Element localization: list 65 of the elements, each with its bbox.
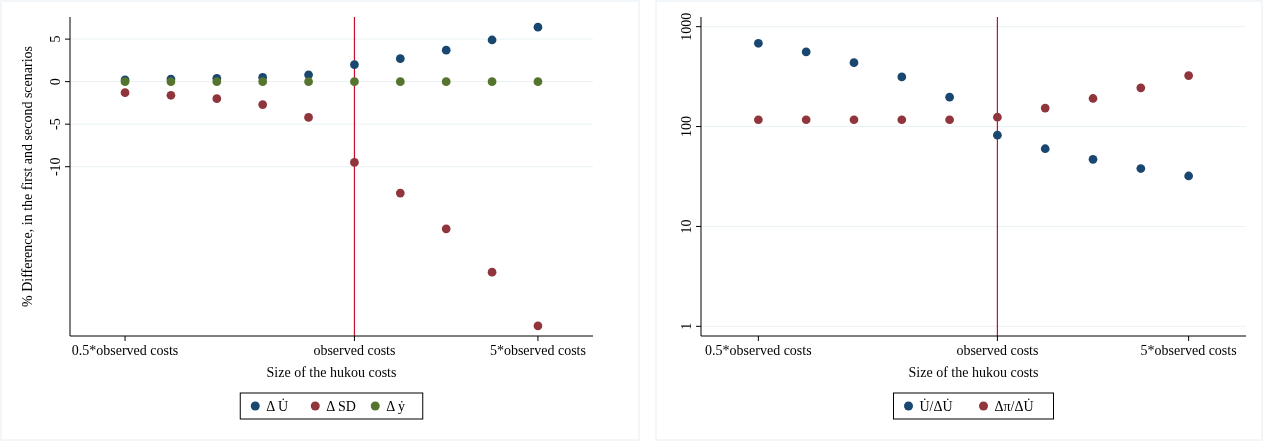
point — [1088, 94, 1098, 103]
point — [754, 38, 763, 48]
y-tick-label: -10 — [48, 157, 63, 177]
y-tick-label: 1 — [679, 322, 694, 330]
y-axis-title: % Difference, in the first and second scenarios — [20, 46, 35, 307]
point — [1184, 171, 1193, 181]
point — [441, 77, 451, 87]
legend-label: Δ SD — [326, 399, 356, 414]
x-tick-label: 0.5*observed costs — [71, 343, 179, 358]
point — [304, 113, 313, 122]
point — [395, 54, 405, 64]
point — [945, 115, 954, 125]
point — [441, 224, 451, 234]
point — [487, 77, 497, 87]
point — [350, 158, 359, 167]
point — [1040, 103, 1050, 113]
point — [897, 115, 907, 125]
point — [849, 115, 859, 125]
x-tick-label: observed costs — [313, 343, 396, 358]
point — [120, 88, 130, 98]
y-tick-label: 1000 — [679, 12, 694, 41]
point — [395, 188, 405, 198]
point — [350, 60, 359, 69]
point — [801, 115, 811, 125]
point — [395, 77, 405, 87]
point — [754, 115, 763, 125]
point — [487, 35, 497, 45]
y-tick-label: 100 — [679, 116, 694, 138]
point — [533, 77, 543, 87]
point — [897, 72, 907, 82]
point — [533, 321, 543, 331]
legend-label: Δ ẏ — [386, 399, 405, 414]
y-tick-label: 0 — [48, 78, 63, 86]
x-axis-title: Size of the hukou costs — [266, 365, 397, 380]
point — [212, 77, 222, 87]
point — [1088, 154, 1098, 164]
point — [993, 130, 1002, 140]
x-tick-label: 0.5*observed costs — [705, 343, 812, 358]
point — [258, 77, 268, 87]
y-tick-label: 10 — [679, 219, 694, 234]
point — [304, 77, 313, 87]
point — [1136, 164, 1146, 173]
point — [258, 100, 268, 109]
point — [849, 58, 859, 68]
point — [533, 22, 543, 32]
point — [487, 267, 497, 277]
point — [441, 45, 451, 55]
point — [350, 77, 359, 87]
point — [1040, 144, 1050, 154]
legend-label: Δ U̇ — [266, 398, 289, 414]
legend-label: U̇/ΔU̇ — [919, 398, 953, 414]
point — [1184, 71, 1193, 80]
x-tick-label: 5*observed costs — [1140, 343, 1237, 358]
legend-label: Δπ/ΔU̇ — [994, 398, 1034, 414]
point — [945, 92, 954, 102]
point — [166, 90, 176, 100]
point — [993, 112, 1002, 122]
y-tick-label: -5 — [48, 118, 63, 131]
point — [1136, 83, 1146, 93]
x-tick-label: observed costs — [956, 343, 1039, 358]
point — [801, 47, 811, 57]
x-axis-title: Size of the hukou costs — [908, 365, 1039, 380]
point — [212, 94, 222, 104]
y-tick-label: 5 — [48, 35, 63, 43]
x-tick-label: 5*observed costs — [489, 343, 586, 358]
